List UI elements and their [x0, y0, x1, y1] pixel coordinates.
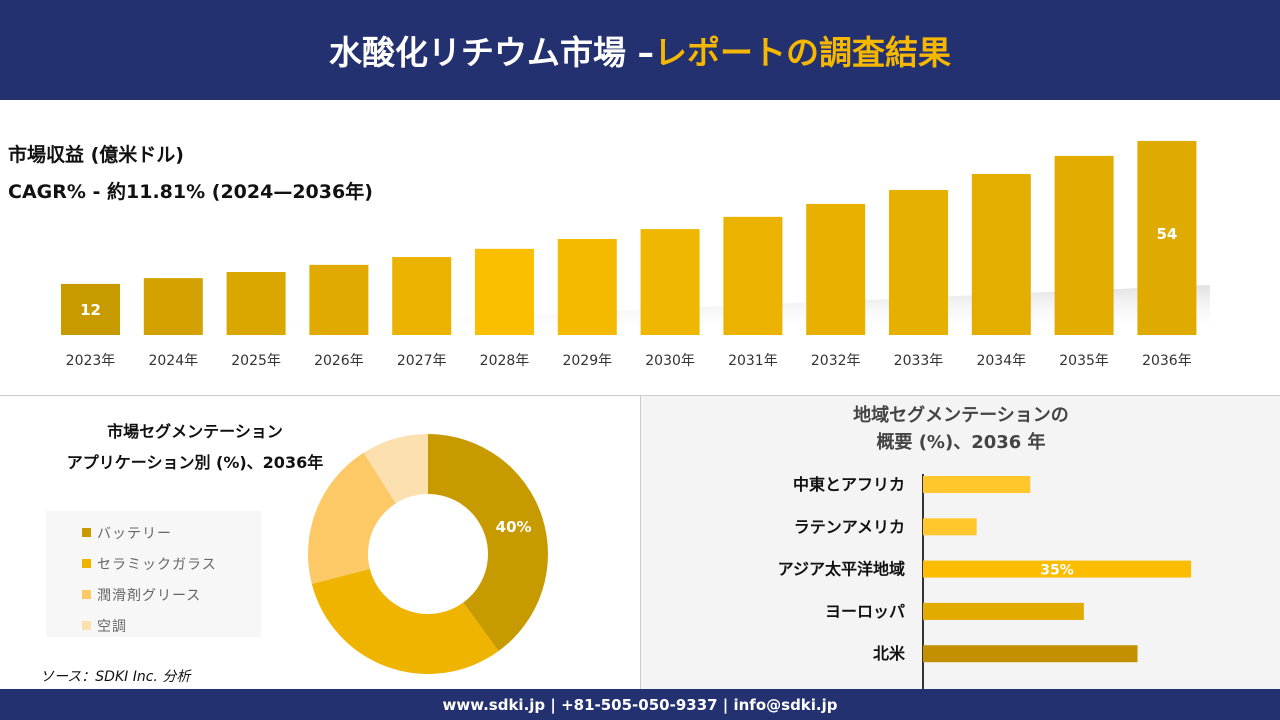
data-label: 40% [496, 518, 532, 536]
legend-swatch [82, 559, 91, 568]
bar-ヨーロッパ [923, 602, 1084, 620]
category-label: ヨーロッパ [825, 602, 905, 621]
x-tick-label: 2026年 [314, 353, 364, 369]
donut-legend: バッテリーセラミックガラス 潤滑剤グリース 空調 [46, 511, 261, 637]
bar-2036年 [1137, 140, 1197, 335]
bar-2029年 [557, 238, 617, 335]
bar-2025年 [226, 272, 286, 335]
bar-アジア太平洋地域 [923, 560, 1192, 578]
bar-2028年 [475, 248, 534, 335]
revenue-bar-chart: 2023年 12 2024年 2025年 2026年 2027年 2028年 2029年 203… [60, 140, 1210, 369]
donut-slice-1 [428, 434, 548, 652]
bar-2024年 [143, 278, 203, 335]
x-tick-label: 2034年 [976, 353, 1026, 369]
legend-label: バッテリー [97, 525, 172, 542]
header-banner: 水酸化リチウム市場 – レポートの調査結果 [0, 0, 1280, 100]
title-accent: レポートの調査結果 [654, 33, 951, 72]
legend-item: 潤滑剤グリース [82, 579, 261, 610]
x-tick-label: 2024年 [148, 353, 198, 369]
legend-item: 空調 [82, 610, 261, 641]
x-tick-label: 2027年 [397, 353, 447, 369]
bar-ラテンアメリカ [923, 518, 977, 536]
category-label: 中東とアフリカ [793, 475, 905, 494]
legend-item: バッテリー [82, 517, 261, 548]
segment-title: 市場セグメンテーション アプリケーション別 (%)、2036年 [40, 416, 350, 478]
segment-title-line2: アプリケーション別 (%)、2036年 [66, 453, 324, 472]
x-tick-label: 2023年 [66, 353, 116, 369]
x-tick-label: 2035年 [1059, 353, 1109, 369]
legend-item: セラミックガラス [82, 548, 261, 579]
legend-swatch [82, 590, 91, 599]
cagr-text: CAGR% - 約11.81% (2024—2036年) [8, 181, 373, 203]
title-main: 水酸化リチウム市場 – [329, 33, 654, 72]
bar-2033年 [889, 189, 948, 335]
bar-2023年 [61, 283, 120, 335]
x-tick-label: 2028年 [480, 353, 530, 369]
region-segment-panel: 中東とアフリカ ラテンアメリカアジア太平洋地域 35% ヨーロッパ北米 地域セグメンテ… [640, 396, 1280, 689]
x-tick-label: 2030年 [645, 353, 695, 369]
bar-2035年 [1054, 155, 1114, 335]
region-title-line2: 概要 (%)、2036 年 [876, 432, 1046, 453]
category-label: 北米 [873, 644, 906, 663]
bar-2032年 [806, 203, 866, 335]
bar-北米 [923, 645, 1138, 663]
source-note: ソース：SDKI Inc. 分析 [40, 669, 191, 685]
bar-2027年 [392, 257, 452, 335]
bar-2031年 [723, 216, 783, 335]
x-tick-label: 2031年 [728, 353, 778, 369]
legend-label: 空調 [97, 618, 127, 635]
legend-label: 潤滑剤グリース [97, 587, 202, 604]
x-tick-label: 2036年 [1142, 353, 1192, 369]
segment-title-line1: 市場セグメンテーション [107, 422, 283, 441]
footer-contact: www.sdki.jp | +81-505-050-9337 | info@sd… [0, 689, 1280, 720]
region-title-line1: 地域セグメンテーションの [853, 405, 1069, 426]
x-tick-label: 2029年 [562, 353, 612, 369]
legend-label: セラミックガラス [97, 556, 217, 573]
x-tick-label: 2033年 [894, 353, 944, 369]
category-label: ラテンアメリカ [794, 517, 905, 536]
donut-slice-3 [308, 452, 396, 584]
application-segment-panel: 40% 市場セグメンテーション アプリケーション別 (%)、2036年 バッテリ… [0, 396, 640, 689]
data-label: 54 [1156, 225, 1177, 243]
data-label: 12 [80, 301, 101, 319]
divider [0, 395, 1280, 396]
bar-中東とアフリカ [923, 476, 1031, 493]
donut-slice-2 [311, 568, 499, 674]
x-tick-label: 2032年 [811, 353, 861, 369]
legend-swatch [82, 621, 91, 630]
bar-2030年 [640, 229, 700, 335]
data-label: 35% [1040, 563, 1074, 579]
legend-swatch [82, 528, 91, 537]
category-label: アジア太平洋地域 [778, 560, 905, 579]
bar-2034年 [971, 173, 1031, 335]
revenue-title: 市場収益 (億米ドル) [8, 144, 184, 166]
region-title: 地域セグメンテーションの 概要 (%)、2036 年 [641, 402, 1280, 456]
application-donut-chart: 40% [308, 434, 548, 674]
donut-slice-4 [363, 434, 428, 504]
x-tick-label: 2025年 [231, 353, 281, 369]
bar-2026年 [309, 264, 369, 335]
